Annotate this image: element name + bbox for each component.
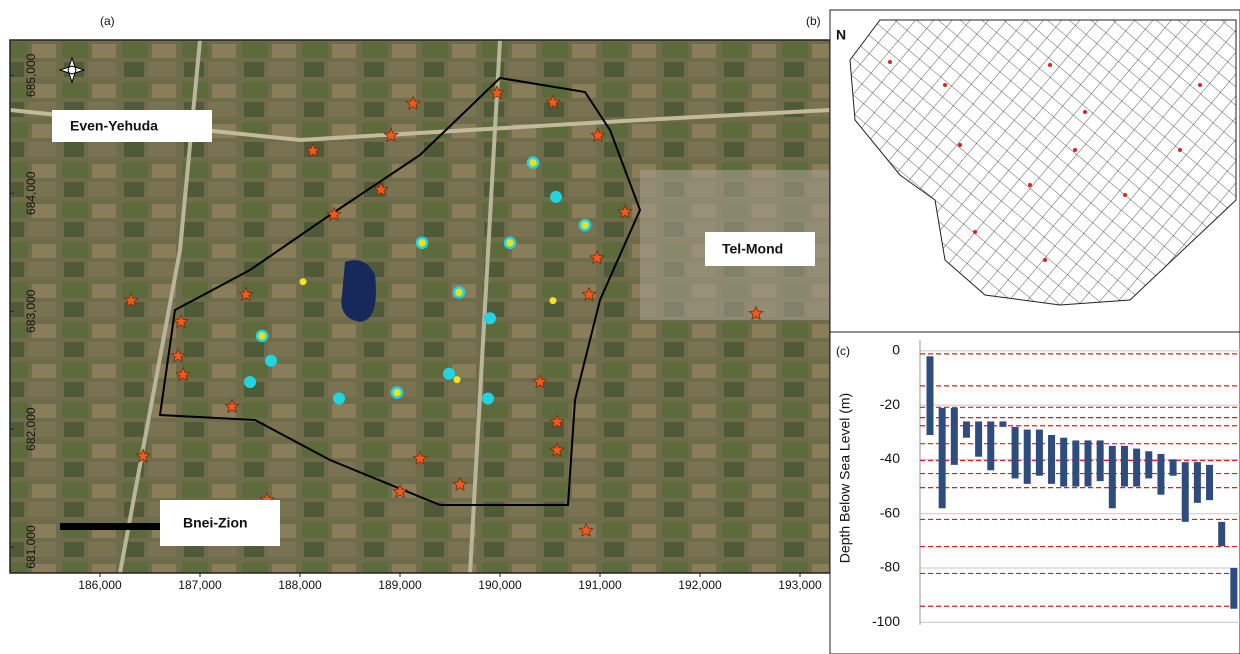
y-tick-label: -80 [880, 559, 900, 575]
x-tick-label: 186,000 [78, 578, 122, 592]
screen-interval [1097, 440, 1104, 481]
figure: (a) Even-Yehuda Tel-Mond Bnei-Zion (b) N… [0, 0, 1240, 654]
screen-interval [1206, 465, 1213, 500]
scale-bar [60, 523, 160, 530]
screen-interval [1230, 568, 1237, 609]
well [244, 376, 256, 388]
screen-interval [1194, 462, 1201, 503]
y-tick-label: 681,000 [24, 525, 38, 569]
ringed-well [580, 220, 590, 230]
reservoir [341, 260, 376, 322]
screen-interval [1060, 438, 1067, 487]
y-tick-label: 682,000 [24, 407, 38, 451]
screen-interval [1109, 446, 1116, 508]
screen-interval [951, 408, 958, 465]
panel-label: (c) [836, 344, 850, 358]
x-tick-label: 189,000 [378, 578, 422, 592]
screen-interval [1085, 440, 1092, 486]
well [265, 355, 277, 367]
y-axis-title: Depth Below Sea Level (m) [837, 393, 853, 563]
screen-interval [963, 421, 970, 437]
yellow-point [550, 297, 557, 304]
screen-interval [927, 356, 934, 435]
y-tick-label: 684,000 [24, 171, 38, 215]
ringed-well [528, 158, 538, 168]
x-tick-label: 192,000 [678, 578, 722, 592]
y-tick-label: -60 [880, 504, 900, 520]
screen-interval [939, 408, 946, 508]
ringed-well [454, 287, 464, 297]
panel-label: (b) [806, 14, 821, 28]
ringed-well [417, 238, 427, 248]
y-tick-label: 683,000 [24, 289, 38, 333]
y-tick-label: -40 [880, 450, 900, 466]
screen-interval [1170, 459, 1177, 475]
screen-interval [1182, 462, 1189, 522]
y-tick-label: -20 [880, 396, 900, 412]
screen-interval [1218, 522, 1225, 546]
x-tick-label: 193,000 [778, 578, 822, 592]
x-tick-label: 191,000 [578, 578, 622, 592]
north-label: N [836, 27, 846, 43]
screen-interval [1072, 440, 1079, 486]
screen-interval [1012, 427, 1019, 479]
well [333, 392, 345, 404]
screen-interval [999, 421, 1006, 426]
screen-interval [975, 421, 982, 456]
panel-label: (a) [100, 14, 115, 28]
ringed-well [257, 331, 267, 341]
screen-interval [1121, 446, 1128, 487]
place-label: Even-Yehuda [70, 118, 158, 134]
x-tick-label: 188,000 [278, 578, 322, 592]
y-tick-label: 685,000 [24, 53, 38, 97]
y-tick-label: 0 [892, 342, 900, 358]
well [443, 368, 455, 380]
place-label: Tel-Mond [722, 241, 783, 257]
screen-interval [1024, 430, 1031, 484]
screen-interval [1157, 454, 1164, 495]
well [482, 392, 494, 404]
x-tick-label: 187,000 [178, 578, 222, 592]
yellow-point [300, 278, 307, 285]
well [484, 312, 496, 324]
ringed-well [392, 388, 402, 398]
y-tick-label: -100 [872, 613, 900, 629]
x-tick-label: 190,000 [478, 578, 522, 592]
yellow-point [454, 376, 461, 383]
screen-interval [987, 421, 994, 470]
screen-interval [1036, 430, 1043, 476]
place-label: Bnei-Zion [183, 515, 248, 531]
screen-interval [1145, 451, 1152, 478]
ringed-well [505, 238, 515, 248]
screen-interval [1133, 449, 1140, 487]
well [550, 191, 562, 203]
screen-interval [1048, 435, 1055, 484]
